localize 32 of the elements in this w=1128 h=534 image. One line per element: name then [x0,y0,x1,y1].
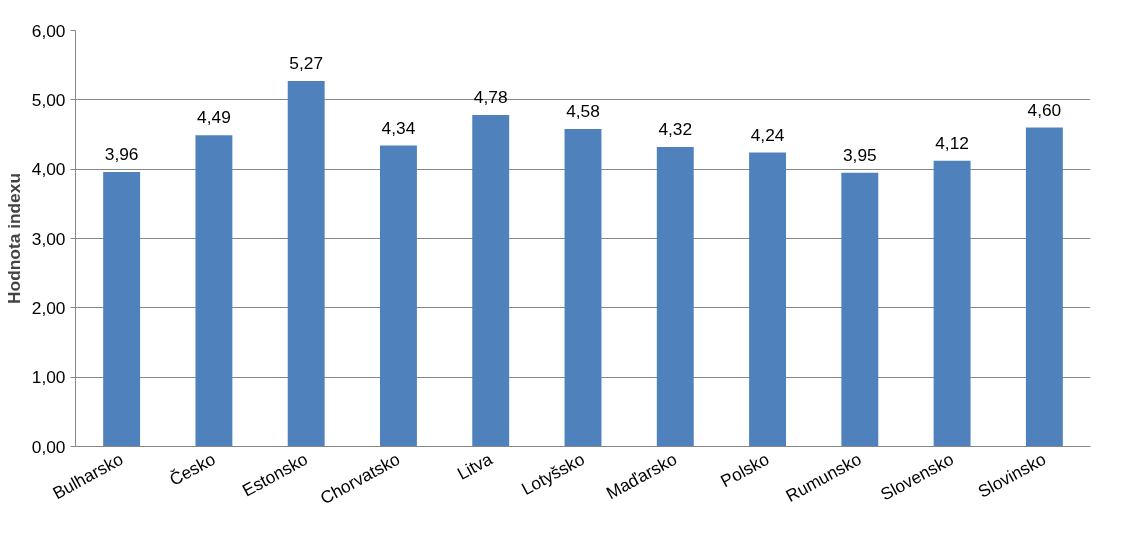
bar [380,145,417,447]
bar [103,171,141,447]
data-label: 3,95 [842,144,877,165]
bar [287,81,325,447]
y-axis-title: Hodnota indexu [3,173,24,304]
bar [656,146,694,447]
y-tick-label: 1,00 [31,367,66,388]
data-label: 3,96 [104,143,139,164]
data-label: 4,34 [381,117,416,138]
bar [749,152,786,447]
bar [933,160,971,447]
x-tick-label: Česko [166,448,219,490]
data-label: 4,78 [473,87,508,108]
bar [841,172,879,447]
y-tick-label: 6,00 [31,20,66,41]
y-tick-label: 2,00 [31,297,66,318]
data-label: 4,24 [750,124,785,145]
data-label: 4,60 [1027,99,1062,120]
data-label: 4,12 [935,132,969,153]
data-label: 4,58 [566,100,600,121]
data-label: 5,27 [289,53,324,74]
data-label: 4,32 [658,118,693,139]
y-tick-label: 0,00 [31,436,66,457]
x-tick-label: Litva [453,448,496,484]
bar [1025,127,1063,447]
data-label: 4,49 [197,107,231,128]
y-tick-label: 5,00 [31,89,66,110]
bar [564,128,602,447]
y-tick-label: 3,00 [31,228,66,249]
bar [472,115,510,447]
bar [195,135,233,447]
y-tick-label: 4,00 [31,159,66,180]
